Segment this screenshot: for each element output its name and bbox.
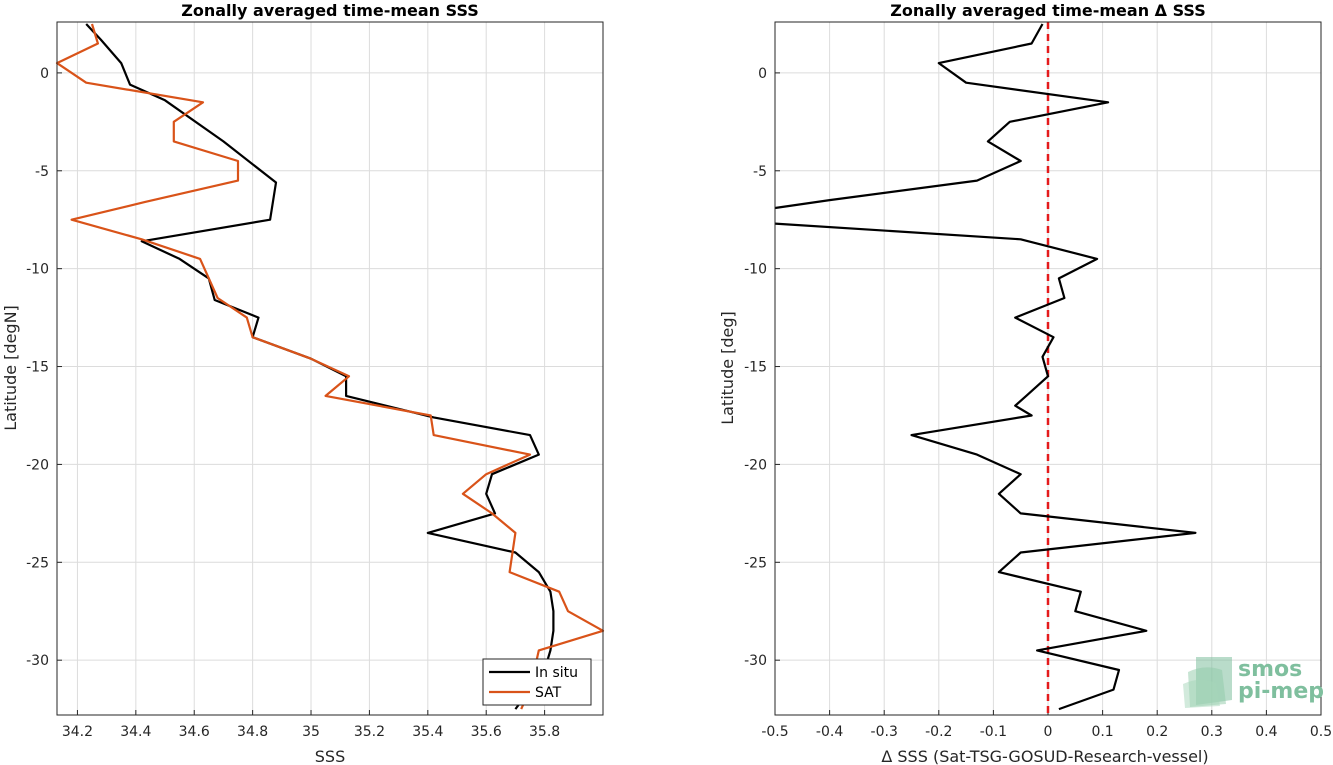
left-y-axis-label: Latitude [degN] bbox=[1, 305, 20, 431]
legend-box bbox=[482, 658, 592, 706]
left-series-in-situ-line bbox=[85, 23, 555, 710]
right-x-tick-label: -0.1 bbox=[980, 724, 1007, 740]
right-x-tick-labels: -0.5 -0.4 -0.3 -0.2 -0.1 0 0.1 0.2 0.3 0.4 0.5 bbox=[761, 724, 1332, 740]
right-y-tick-label: -25 bbox=[744, 555, 767, 571]
left-y-tick-label: -30 bbox=[26, 653, 49, 669]
logo-line2: pi-mep bbox=[1238, 679, 1324, 704]
left-series-sat-line bbox=[55, 23, 605, 710]
sss-panel: 34.2 34.4 34.6 34.8 35 35.2 35.4 35.6 35.8 0 -5 -1… bbox=[1, 1, 605, 765]
right-y-tick-label: -10 bbox=[744, 262, 767, 278]
smos-pi-mep-logo: smos pi-mep bbox=[1183, 657, 1324, 708]
legend: In situ SAT bbox=[482, 658, 592, 706]
right-x-tick-label: 0.1 bbox=[1091, 724, 1113, 740]
right-y-tick-labels: 0 -5 -10 -15 -20 -25 -30 bbox=[744, 66, 767, 669]
right-x-tick-label: 0.3 bbox=[1201, 724, 1223, 740]
left-y-tick-label: -5 bbox=[35, 164, 49, 180]
right-series-group bbox=[774, 23, 1197, 711]
right-y-tick-label: -15 bbox=[744, 360, 767, 376]
right-x-tick-label: -0.3 bbox=[871, 724, 898, 740]
left-y-tick-label: 0 bbox=[40, 66, 49, 82]
left-y-tick-label: -15 bbox=[26, 360, 49, 376]
right-x-tick-label: 0.4 bbox=[1255, 724, 1277, 740]
logo-wave-icon bbox=[1183, 657, 1232, 708]
left-y-tick-label: -20 bbox=[26, 457, 49, 473]
left-title: Zonally averaged time-mean SSS bbox=[181, 1, 479, 20]
right-x-axis-label: Δ SSS (Sat-TSG-GOSUD-Research-vessel) bbox=[881, 747, 1208, 765]
right-x-tick-label: -0.4 bbox=[816, 724, 843, 740]
right-x-tick-label: -0.5 bbox=[761, 724, 788, 740]
right-series-segment-0-line bbox=[774, 23, 1110, 210]
left-x-tick-label: 35.4 bbox=[412, 724, 443, 740]
left-x-tick-label: 34.6 bbox=[179, 724, 210, 740]
left-x-tick-label: 35 bbox=[302, 724, 320, 740]
left-series-group bbox=[55, 23, 605, 710]
right-y-tick-label: -30 bbox=[744, 653, 767, 669]
left-x-tick-labels: 34.2 34.4 34.6 34.8 35 35.2 35.4 35.6 35.8 bbox=[62, 724, 560, 740]
left-axes-frame bbox=[56, 21, 604, 716]
right-y-axis-label: Latitude [deg] bbox=[718, 311, 737, 425]
right-axes-frame bbox=[774, 21, 1322, 716]
left-x-tick-label: 35.6 bbox=[471, 724, 502, 740]
right-x-tick-label: -0.2 bbox=[925, 724, 952, 740]
right-x-tick-label: 0 bbox=[1044, 724, 1053, 740]
right-y-tick-label: 0 bbox=[758, 66, 767, 82]
right-title: Zonally averaged time-mean Δ SSS bbox=[890, 1, 1206, 20]
right-x-tick-label: 0.2 bbox=[1146, 724, 1168, 740]
left-y-tick-labels: 0 -5 -10 -15 -20 -25 -30 bbox=[26, 66, 49, 669]
right-x-tick-label: 0.5 bbox=[1310, 724, 1332, 740]
left-x-tick-label: 35.2 bbox=[354, 724, 385, 740]
right-y-tick-label: -5 bbox=[753, 164, 767, 180]
delta-sss-panel: -0.5 -0.4 -0.3 -0.2 -0.1 0 0.1 0.2 0.3 0.4 0.5 0 -5… bbox=[718, 1, 1332, 765]
left-y-tick-label: -10 bbox=[26, 262, 49, 278]
left-x-tick-label: 34.4 bbox=[120, 724, 151, 740]
legend-in-situ-label: In situ bbox=[535, 665, 578, 681]
right-series-segment-1-line bbox=[774, 222, 1197, 711]
left-x-tick-label: 34.2 bbox=[62, 724, 93, 740]
left-y-tick-label: -25 bbox=[26, 555, 49, 571]
right-y-tick-label: -20 bbox=[744, 457, 767, 473]
legend-sat-label: SAT bbox=[535, 685, 562, 701]
left-x-axis-label: SSS bbox=[315, 747, 345, 765]
logo-line1: smos bbox=[1238, 657, 1302, 682]
left-x-tick-label: 35.8 bbox=[529, 724, 560, 740]
left-x-tick-label: 34.8 bbox=[237, 724, 268, 740]
